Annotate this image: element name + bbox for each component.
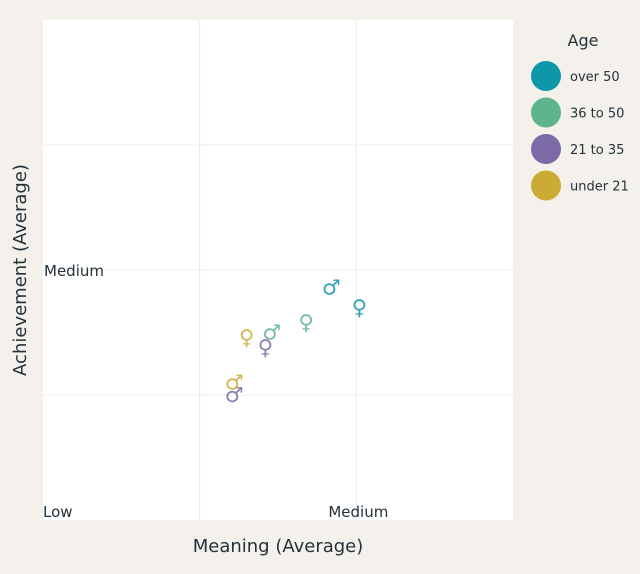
legend-label-3: under 21 — [570, 180, 629, 195]
x-tick-label-0: Low — [43, 503, 73, 521]
legend-swatch-2 — [531, 134, 561, 164]
legend-swatch-0 — [531, 61, 561, 91]
legend-label-1: 36 to 50 — [570, 107, 624, 122]
y-tick-label-1: Medium — [44, 262, 104, 280]
tick-labels: Low Medium Medium — [43, 262, 388, 521]
point-36-to-50-female: ♀ — [299, 311, 314, 335]
point-over-50-female: ♀ — [352, 296, 367, 320]
legend-label-2: 21 to 35 — [570, 143, 624, 158]
point-21-to-35-female: ♀ — [258, 336, 273, 360]
point-36-to-50-male: ♂ — [262, 321, 281, 345]
legend: Age over 50 36 to 50 21 to 35 under 21 — [531, 31, 629, 201]
legend-label-0: over 50 — [570, 70, 620, 85]
y-axis-title: Achievement (Average) — [10, 164, 31, 376]
data-points: ♂♀♂ ♀♂♀♂♀ — [225, 276, 367, 408]
point-under-21-female: ♀ — [239, 326, 254, 350]
point-over-50-male: ♂ — [322, 276, 341, 300]
grid — [43, 20, 513, 520]
x-tick-label-1: Medium — [328, 503, 388, 521]
legend-title: Age — [568, 31, 599, 50]
point-under-21-male: ♂ — [225, 371, 244, 395]
legend-swatch-3 — [531, 170, 561, 201]
legend-swatch-1 — [531, 97, 561, 128]
x-axis-title: Meaning (Average) — [193, 536, 364, 557]
point-21-to-35-male: ♂ — [225, 383, 244, 407]
legend-items: over 50 36 to 50 21 to 35 under 21 — [531, 61, 629, 201]
